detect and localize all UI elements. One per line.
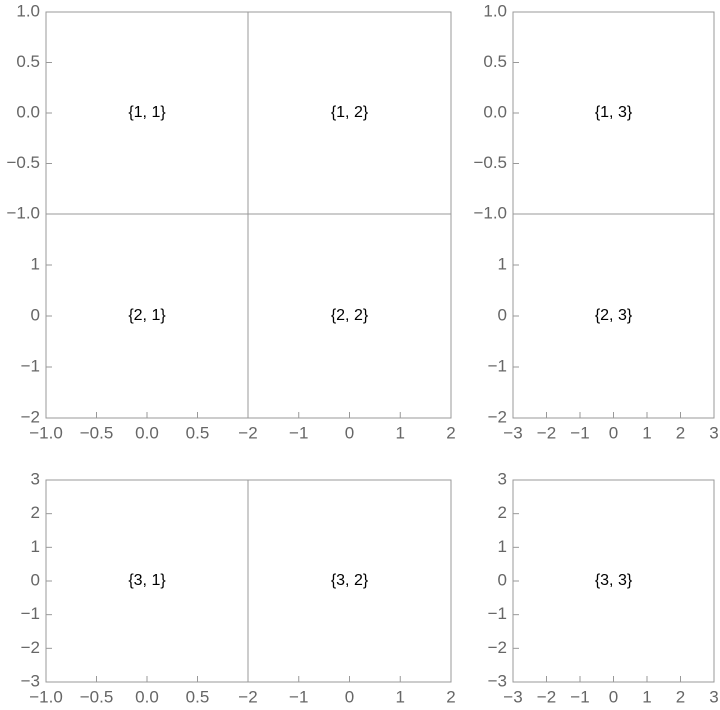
y-tick-label: 0.0 — [16, 102, 40, 121]
x-tick-label: −1.0 — [29, 423, 63, 442]
x-tick-label: 0.0 — [135, 687, 159, 706]
y-tick-label: 0 — [498, 570, 507, 589]
panel-label: {2, 3} — [595, 307, 633, 324]
y-tick-label: −1 — [488, 604, 507, 623]
y-tick-label: −0.5 — [473, 153, 507, 172]
panel-label: {2, 1} — [128, 307, 166, 324]
x-tick-label: 2 — [676, 423, 685, 442]
y-tick-label: −0.5 — [6, 153, 40, 172]
x-tick-label: 3 — [709, 423, 718, 442]
y-tick-label: −1.0 — [6, 203, 40, 222]
x-tick-label: 2 — [446, 687, 455, 706]
y-tick-label: 1.0 — [483, 1, 507, 20]
y-tick-label: 2 — [498, 503, 507, 522]
panel-label: {1, 3} — [595, 104, 633, 121]
y-tick-label: 0.5 — [483, 52, 507, 71]
panel-label: {3, 1} — [128, 572, 166, 589]
y-tick-label: 1 — [31, 254, 40, 273]
x-tick-label: −1 — [289, 423, 308, 442]
y-tick-label: −1 — [488, 356, 507, 375]
y-tick-label: 3 — [498, 469, 507, 488]
y-tick-label: −2 — [488, 407, 507, 426]
y-tick-label: 3 — [31, 469, 40, 488]
x-tick-label: 0.5 — [186, 687, 210, 706]
y-tick-label: 1.0 — [16, 1, 40, 20]
x-tick-label: −1.0 — [29, 687, 63, 706]
panel-label: {2, 2} — [331, 307, 369, 324]
x-tick-label: 1 — [396, 687, 405, 706]
x-tick-label: −1 — [570, 423, 589, 442]
y-tick-label: −2 — [488, 638, 507, 657]
x-tick-label: −2 — [537, 423, 556, 442]
x-tick-label: −1 — [570, 687, 589, 706]
x-tick-label: 0 — [345, 687, 354, 706]
panel-label: {3, 3} — [595, 572, 633, 589]
y-tick-label: 2 — [31, 503, 40, 522]
x-tick-label: 0.5 — [186, 423, 210, 442]
x-tick-label: 1 — [396, 423, 405, 442]
y-tick-label: 0 — [31, 570, 40, 589]
x-tick-label: −1 — [289, 687, 308, 706]
x-tick-label: 3 — [709, 687, 718, 706]
x-tick-label: 0.0 — [135, 423, 159, 442]
x-tick-label: 1 — [642, 687, 651, 706]
x-tick-label: 2 — [446, 423, 455, 442]
x-tick-label: 0 — [345, 423, 354, 442]
y-tick-label: 1 — [498, 254, 507, 273]
y-tick-label: −1.0 — [473, 203, 507, 222]
x-tick-label: −3 — [503, 687, 522, 706]
y-tick-label: 0.0 — [483, 102, 507, 121]
y-tick-label: 1 — [498, 537, 507, 556]
x-tick-label: −2 — [238, 687, 257, 706]
x-tick-label: 2 — [676, 687, 685, 706]
y-tick-label: 0 — [31, 305, 40, 324]
x-tick-label: 0 — [609, 687, 618, 706]
y-tick-label: −2 — [21, 407, 40, 426]
x-tick-label: −0.5 — [80, 423, 114, 442]
y-tick-label: 1 — [31, 537, 40, 556]
y-tick-label: −1 — [21, 604, 40, 623]
y-tick-label: 0 — [498, 305, 507, 324]
y-tick-label: −3 — [488, 671, 507, 690]
y-tick-label: 0.5 — [16, 52, 40, 71]
panel-label: {1, 2} — [331, 104, 369, 121]
x-tick-label: 1 — [642, 423, 651, 442]
x-tick-label: 0 — [609, 423, 618, 442]
y-tick-label: −1 — [21, 356, 40, 375]
panel-label: {3, 2} — [331, 572, 369, 589]
y-tick-label: −2 — [21, 638, 40, 657]
x-tick-label: −2 — [238, 423, 257, 442]
panel-label: {1, 1} — [128, 104, 166, 121]
x-tick-label: −0.5 — [80, 687, 114, 706]
x-tick-label: −3 — [503, 423, 522, 442]
y-tick-label: −3 — [21, 671, 40, 690]
x-tick-label: −2 — [537, 687, 556, 706]
